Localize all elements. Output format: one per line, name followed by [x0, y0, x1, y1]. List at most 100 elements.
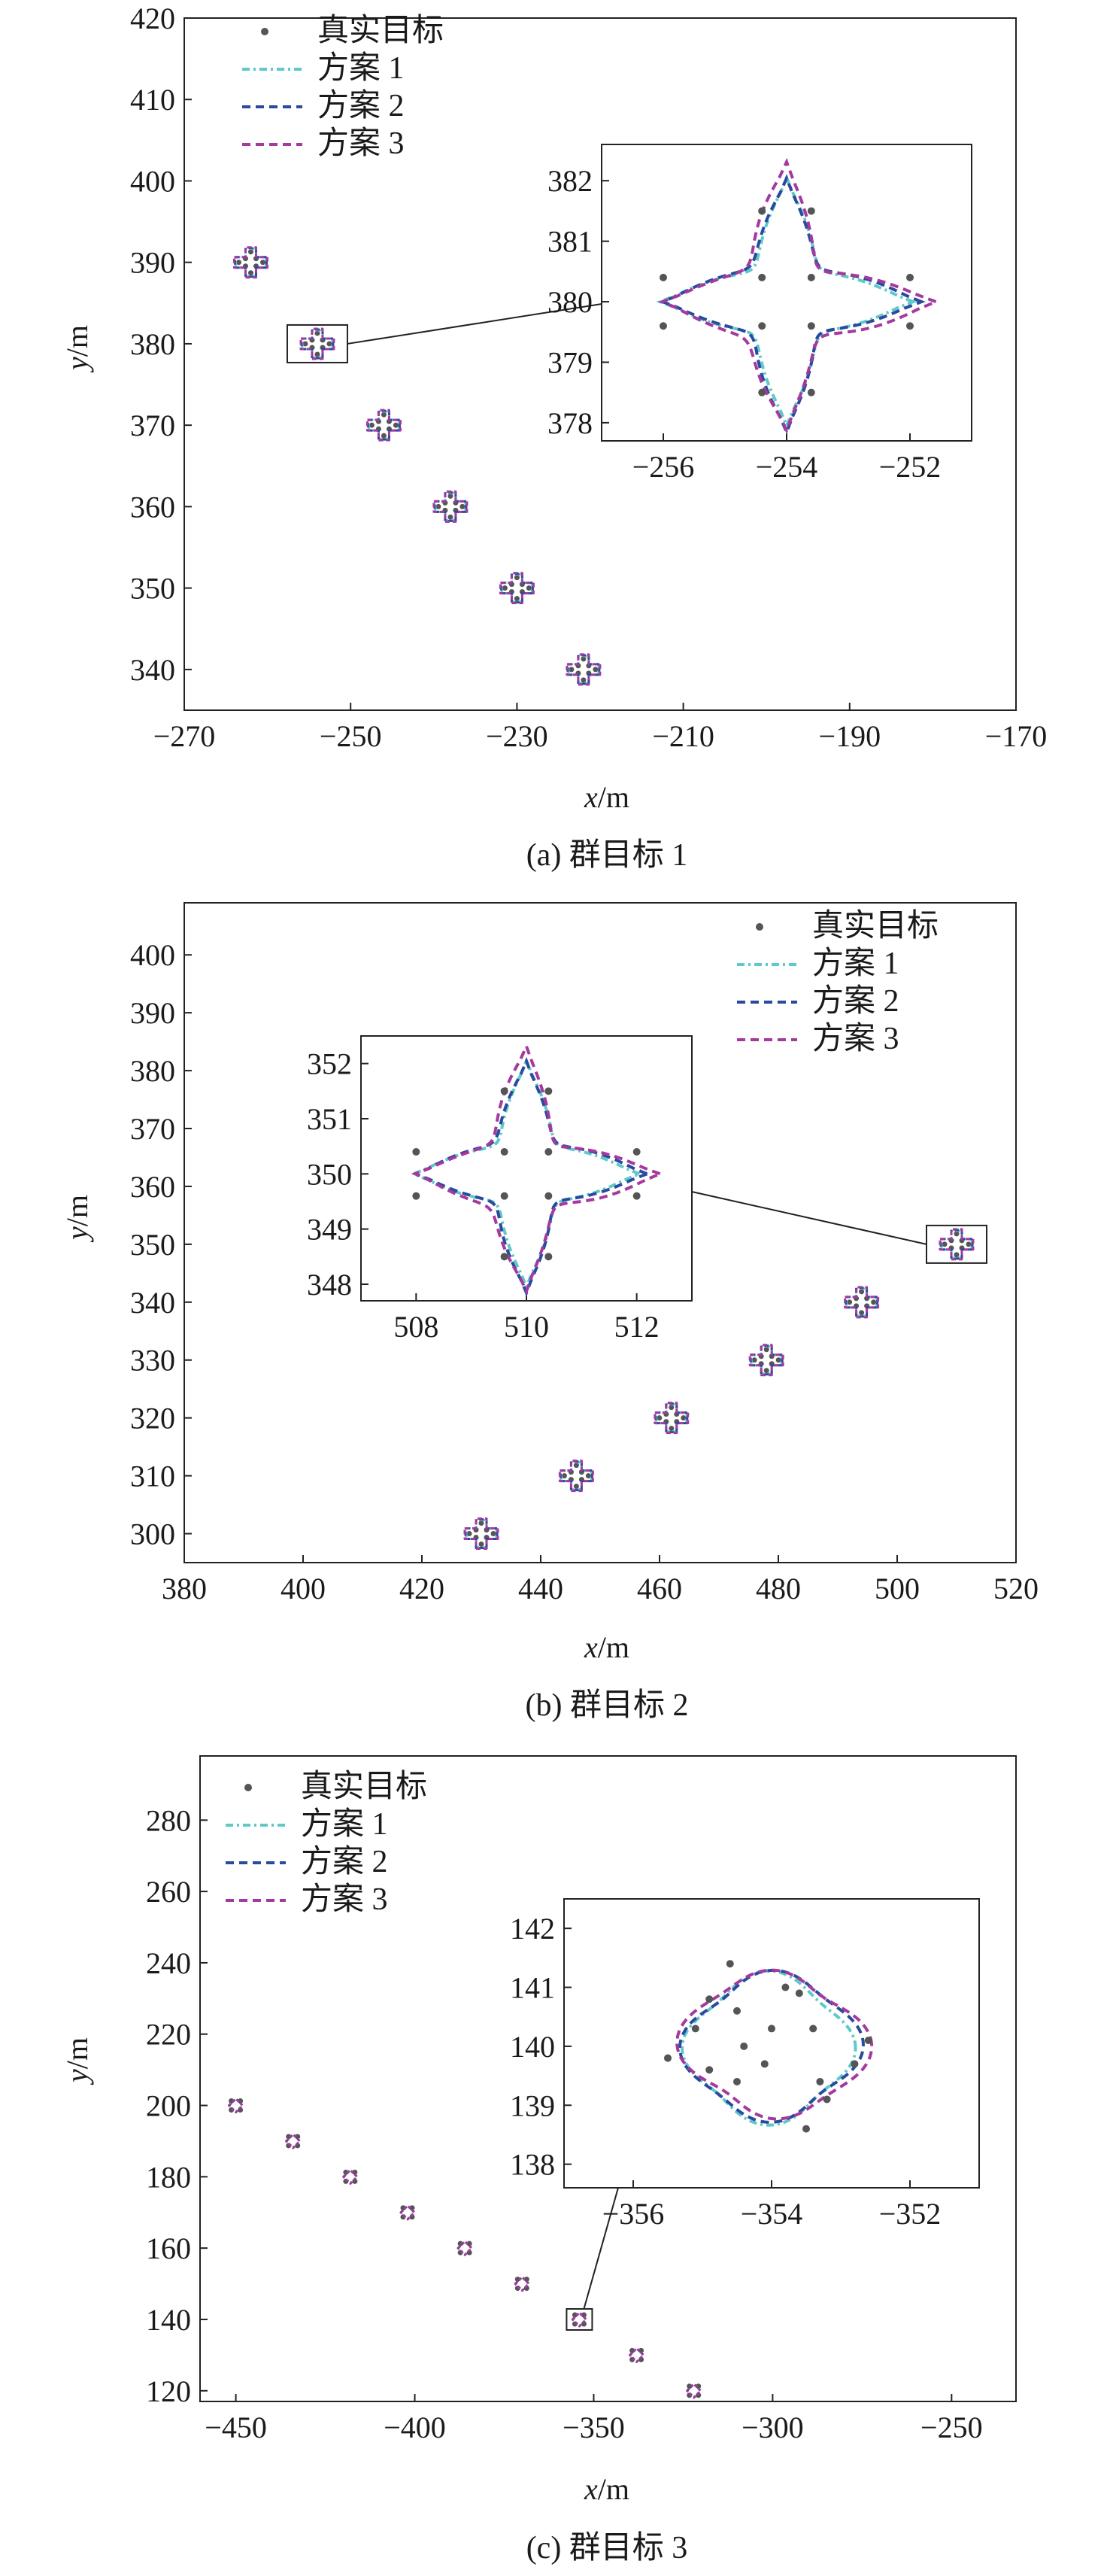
panel-c-ylabel: y/m — [60, 2037, 94, 2085]
inset-true-point — [807, 273, 815, 281]
inset-true-point — [733, 2006, 741, 2015]
true-target-point — [459, 503, 466, 509]
true-target-point — [638, 2347, 644, 2353]
main-axis-xtick-label: −170 — [985, 719, 1048, 753]
zoom-connector — [691, 1191, 927, 1245]
true-target-point — [502, 585, 508, 591]
true-target-point — [561, 1473, 567, 1479]
estimated-contour-3 — [432, 490, 469, 523]
inset-true-point — [544, 1087, 553, 1095]
inset-true-point — [760, 2060, 769, 2068]
inset-true-point — [632, 1148, 641, 1156]
true-target-point — [657, 1415, 663, 1421]
main-axis-ytick-label: 160 — [146, 2231, 191, 2265]
inset-axis-xtick-label: −252 — [879, 450, 942, 484]
main-axis-ytick-label: 300 — [130, 1517, 175, 1551]
inset-axis-ytick-label: 350 — [307, 1157, 352, 1191]
inset-true-point — [740, 2042, 748, 2050]
inset-true-point — [781, 1983, 790, 1991]
true-target-point — [763, 1347, 769, 1353]
estimated-contour-3 — [566, 653, 602, 686]
true-target-point — [569, 667, 575, 673]
main-axis-ytick-label: 340 — [130, 1286, 175, 1320]
true-target-point — [581, 656, 587, 662]
inset-axis-xtick-label: 510 — [504, 1310, 549, 1344]
main-axis-ytick-label: 370 — [130, 409, 175, 442]
main-axis-ytick-label: 340 — [130, 653, 175, 687]
main-axis-xtick-label: 500 — [875, 1572, 920, 1605]
true-target-point — [381, 433, 387, 439]
true-target-point — [447, 493, 453, 499]
inset-true-point — [705, 2066, 714, 2074]
estimated-contour-3 — [939, 1228, 975, 1261]
inset-true-point — [809, 2025, 817, 2033]
estimated-contour-3 — [558, 1460, 594, 1493]
true-target-point — [593, 667, 599, 673]
group-target — [499, 572, 535, 605]
inset-true-point — [802, 2125, 810, 2133]
zoom-connector — [347, 303, 602, 345]
main-axis-xtick-label: −250 — [920, 2410, 983, 2444]
inset-true-point — [733, 2077, 741, 2085]
true-target-point — [400, 2205, 406, 2211]
group-target — [232, 246, 268, 279]
true-target-point — [514, 575, 520, 581]
panel-b-ylabel: y/m — [60, 1195, 94, 1243]
inset-axis-ytick-label: 382 — [547, 164, 593, 198]
true-target-point — [466, 1531, 472, 1537]
inset-axis-ytick-label: 140 — [510, 2030, 555, 2064]
group-target — [939, 1228, 975, 1261]
panel-a: −270 −250 −230 −210 −190 −170 340 350 360 370 380 3… — [60, 2, 1047, 873]
estimated-contour-3 — [285, 2133, 302, 2149]
true-target-point — [343, 2169, 349, 2175]
true-target-point — [247, 249, 253, 255]
inset-axis-xtick-label: −354 — [741, 2197, 803, 2231]
true-target-point — [573, 1463, 579, 1469]
true-target-point — [585, 1473, 591, 1479]
main-axis-ytick-label: 310 — [130, 1460, 175, 1493]
inset-axis-xtick-label: 508 — [393, 1310, 438, 1344]
legend-label: 方案 3 — [317, 126, 405, 161]
main-axis-xtick-label: 440 — [518, 1572, 563, 1605]
main-axis-ytick-label: 390 — [130, 996, 175, 1030]
panel-a-inset: −256 −254 −252 378 379 380 381 382 — [547, 144, 972, 484]
inset-true-point — [906, 273, 914, 281]
inset-axis-ytick-label: 348 — [307, 1268, 352, 1302]
panel-b-xlabel: x/m — [584, 1630, 629, 1664]
main-axis-xtick-label: 520 — [993, 1572, 1039, 1605]
inset-axis-xtick-label: −256 — [632, 450, 695, 484]
main-axis-ytick-label: 380 — [130, 1054, 175, 1088]
legend-label: 真实目标 — [317, 13, 444, 48]
true-target-point — [409, 2205, 415, 2211]
inset-true-point — [691, 2025, 699, 2033]
inset-true-point — [726, 1960, 734, 1968]
true-target-point — [490, 1531, 496, 1537]
main-axis-ytick-label: 220 — [146, 2018, 191, 2052]
main-axis-xtick-label: 480 — [756, 1572, 801, 1605]
inset-background — [564, 1899, 979, 2188]
inset-background — [361, 1036, 692, 1301]
inset-axis-xtick-label: −356 — [602, 2197, 665, 2231]
true-target-point — [847, 1299, 853, 1305]
true-target-point — [514, 596, 520, 602]
true-target-point — [295, 2134, 301, 2140]
inset-axis-ytick-label: 381 — [547, 225, 593, 259]
main-axis-xtick-label: 460 — [637, 1572, 682, 1605]
main-axis-ytick-label: 370 — [130, 1112, 175, 1146]
true-target-point — [314, 351, 320, 357]
inset-true-point — [664, 2054, 672, 2062]
panel-c: −450 −400 −350 −300 −250 120 140 160 180 200 220 24… — [60, 1755, 1017, 2565]
group-target — [571, 2311, 587, 2328]
inset-true-point — [807, 207, 815, 215]
inset-true-point — [544, 1148, 553, 1156]
true-target-point — [302, 341, 308, 347]
zoom-box — [566, 2307, 593, 2331]
main-axis-ytick-label: 360 — [130, 490, 175, 524]
panel-c-plot: −450 −400 −350 −300 −250 120 140 160 180 200 220 24… — [146, 1755, 1017, 2444]
true-target-point — [954, 1231, 960, 1237]
true-target-point — [966, 1241, 972, 1247]
estimated-contour-3 — [463, 1517, 499, 1551]
true-target-point — [447, 514, 453, 520]
true-target-point — [368, 422, 375, 428]
